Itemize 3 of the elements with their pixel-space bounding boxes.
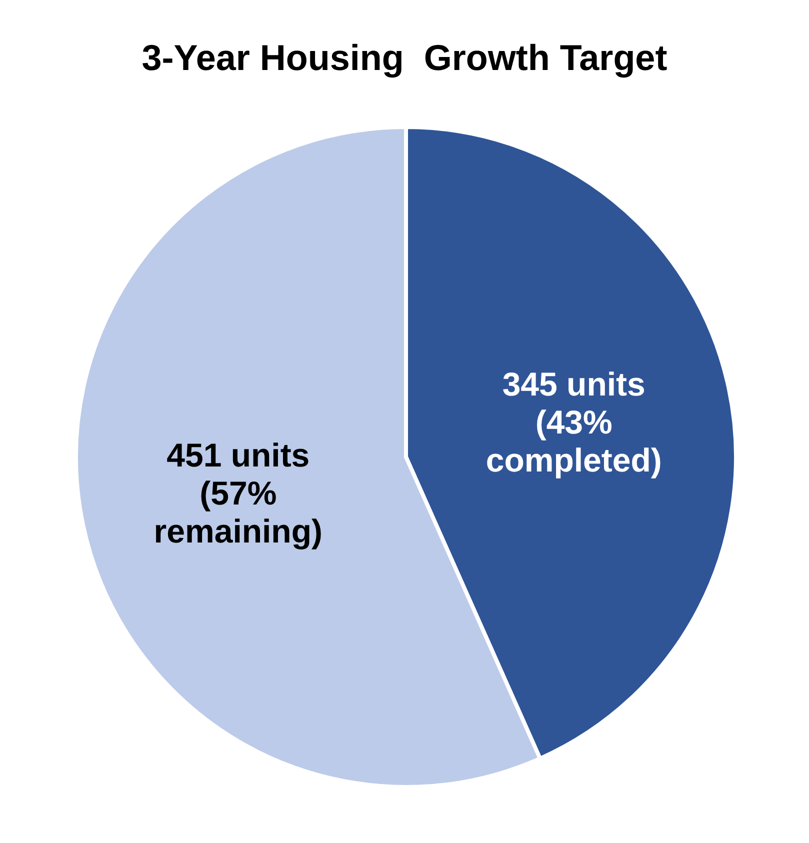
data-label: 345 units (43% completed) bbox=[486, 364, 662, 478]
data-label: 451 units (57% remaining) bbox=[154, 436, 322, 550]
chart-title: 3-Year Housing Growth Target bbox=[142, 37, 668, 78]
